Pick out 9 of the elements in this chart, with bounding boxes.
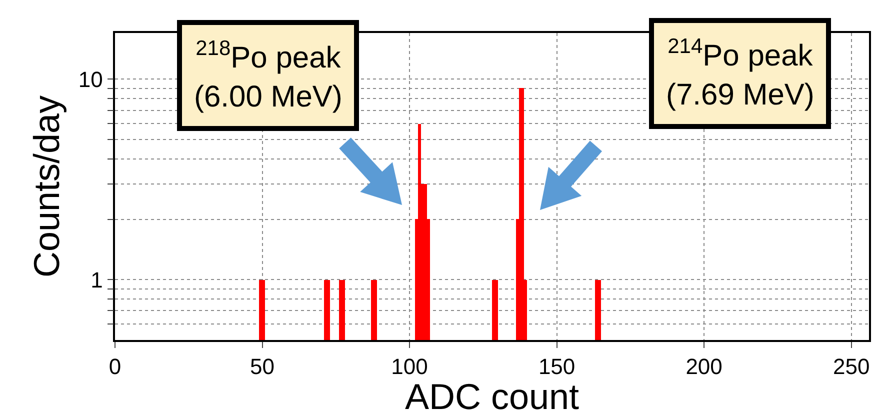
y-tick-label: 10 <box>78 66 103 92</box>
x-tick-label: 200 <box>686 354 722 380</box>
annotation: $^{218}$Po peak (6.00 MeV) <box>194 37 342 114</box>
y-tick-label: 1 <box>90 267 103 292</box>
x-tick-label: 0 <box>108 354 122 380</box>
y-axis-title: Counts/day <box>26 95 67 278</box>
annotation: $^{214}$Po peak (7.69 MeV) <box>666 35 814 112</box>
x-tick-label: 250 <box>832 354 870 380</box>
x-tick-label: 50 <box>250 354 275 380</box>
